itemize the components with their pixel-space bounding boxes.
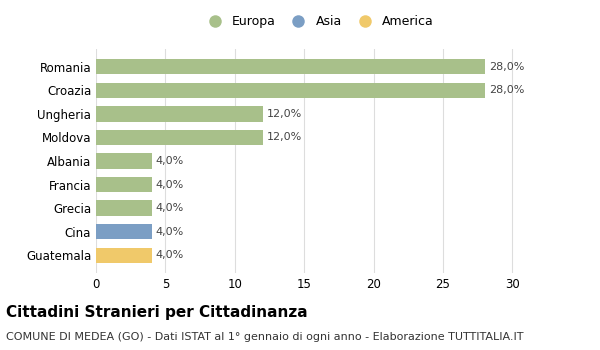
Text: COMUNE DI MEDEA (GO) - Dati ISTAT al 1° gennaio di ogni anno - Elaborazione TUTT: COMUNE DI MEDEA (GO) - Dati ISTAT al 1° … [6,332,523,343]
Bar [96,224,151,239]
Bar [96,177,151,192]
Text: 12,0%: 12,0% [266,132,302,142]
Text: Cittadini Stranieri per Cittadinanza: Cittadini Stranieri per Cittadinanza [6,304,308,320]
Bar [96,83,485,98]
Text: 4,0%: 4,0% [155,180,184,190]
Text: 4,0%: 4,0% [155,203,184,213]
Text: 28,0%: 28,0% [488,85,524,95]
Text: 4,0%: 4,0% [155,156,184,166]
Bar [96,106,263,121]
Text: 4,0%: 4,0% [155,250,184,260]
Legend: Europa, Asia, America: Europa, Asia, America [197,10,439,34]
Text: 28,0%: 28,0% [488,62,524,72]
Bar [96,247,151,263]
Bar [96,153,151,169]
Text: 12,0%: 12,0% [266,109,302,119]
Bar [96,130,263,145]
Text: 4,0%: 4,0% [155,227,184,237]
Bar [96,201,151,216]
Bar [96,59,485,75]
